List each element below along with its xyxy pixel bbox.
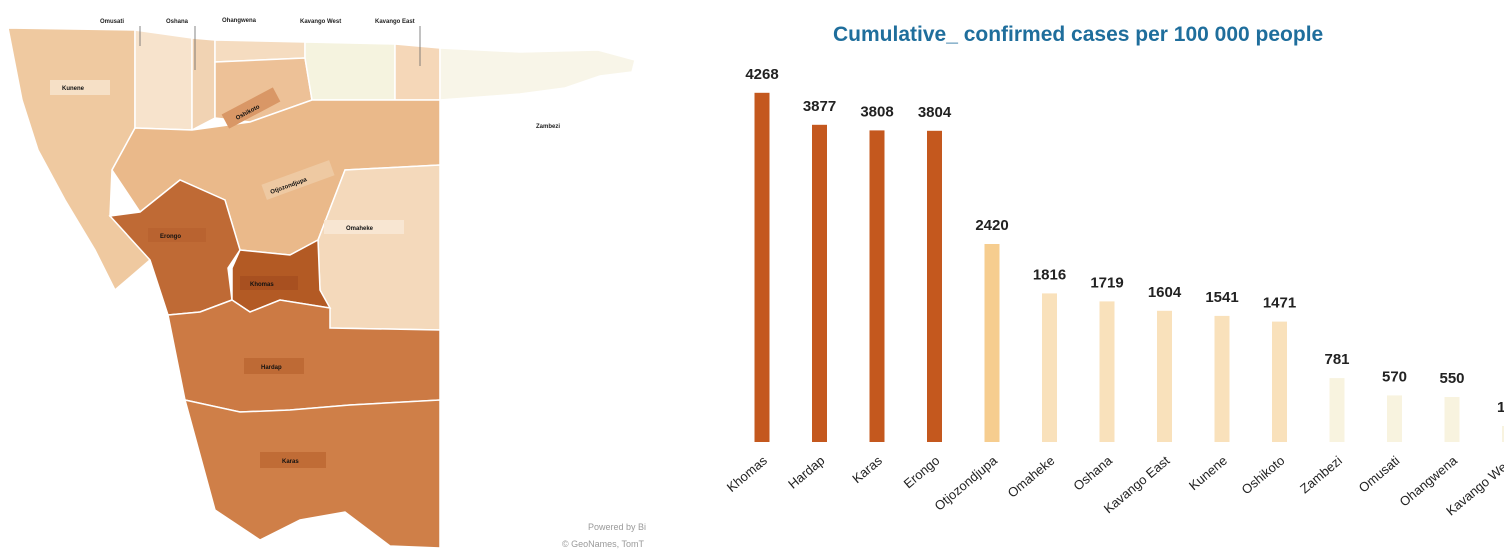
map-region-omusati: [135, 30, 192, 130]
bar-value-label-2: 3808: [860, 103, 893, 120]
map-label-ohangwena: Ohangwena: [222, 18, 257, 24]
bar-chart: Cumulative_ confirmed cases per 100 000 …: [700, 0, 1504, 553]
x-tick-label-0: Khomas: [724, 452, 771, 494]
map-label-omusati: Omusati: [100, 19, 124, 25]
bar-value-label-0: 4268: [745, 66, 778, 83]
bar-0: [755, 93, 770, 442]
map-tag-kunene: Kunene: [62, 86, 85, 92]
bar-chart-svg: Cumulative_ confirmed cases per 100 000 …: [700, 0, 1504, 553]
bar-12: [1445, 397, 1460, 442]
bar-value-label-10: 781: [1324, 351, 1349, 368]
bar-value-label-9: 1471: [1263, 295, 1296, 312]
bar-8: [1215, 316, 1230, 442]
x-tick-label-1: Hardap: [785, 453, 827, 492]
map-tag-zambezi: Zambezi: [536, 124, 560, 130]
map-tag-omaheke: Omaheke: [346, 226, 374, 232]
bar-10: [1330, 378, 1345, 442]
bar-value-label-6: 1719: [1090, 274, 1123, 291]
x-tick-label-11: Omusati: [1356, 453, 1403, 496]
bar-value-label-7: 1604: [1148, 284, 1182, 301]
x-tick-label-4: Otjozondjupa: [932, 452, 1001, 513]
x-tick-label-6: Oshana: [1070, 452, 1115, 493]
bar-value-label-1: 3877: [803, 98, 836, 115]
bar-11: [1387, 395, 1402, 442]
map-region-kavango-east: [395, 44, 440, 100]
bar-5: [1042, 293, 1057, 442]
map-label-oshana: Oshana: [166, 19, 189, 25]
map-tag-khomas: Khomas: [250, 282, 274, 288]
map-region-kavango-west: [305, 42, 395, 100]
x-tick-label-8: Kunene: [1186, 453, 1230, 493]
map-tag-erongo: Erongo: [160, 234, 181, 240]
x-tick-label-10: Zambezi: [1297, 453, 1345, 497]
bar-value-label-4: 2420: [975, 217, 1008, 234]
bar-2: [870, 130, 885, 442]
map-label-kavango-east: Kavango East: [375, 19, 415, 25]
value-labels-layer: 4268 3877 3808 3804 2420 1816 1719 1604 1541 1471…: [745, 66, 1504, 416]
choropleth-map: Omusati Oshana Ohangwena Kavango West Ka…: [0, 0, 690, 553]
namibia-map: Omusati Oshana Ohangwena Kavango West Ka…: [0, 0, 690, 553]
bar-7: [1157, 311, 1172, 442]
chart-title: Cumulative_ confirmed cases per 100 000 …: [833, 23, 1323, 46]
bar-value-label-13: 196: [1497, 399, 1504, 416]
bar-1: [812, 125, 827, 442]
map-region-zambezi: [440, 48, 635, 100]
bar-value-label-12: 550: [1439, 370, 1464, 387]
bar-3: [927, 131, 942, 442]
x-tick-label-2: Karas: [849, 452, 885, 486]
x-tick-label-9: Oshikoto: [1238, 453, 1287, 497]
x-tick-label-5: Omaheke: [1005, 453, 1058, 501]
bar-9: [1272, 322, 1287, 442]
bar-4: [985, 244, 1000, 442]
map-credit-powered-by: Powered by Bi: [588, 522, 646, 532]
bars-layer: [755, 93, 1504, 442]
map-region-karas: [185, 400, 440, 548]
map-tag-hardap: Hardap: [261, 365, 282, 371]
bar-6: [1100, 301, 1115, 442]
bar-value-label-3: 3804: [918, 104, 952, 121]
map-label-kavango-west: Kavango West: [300, 19, 341, 25]
bar-value-label-11: 570: [1382, 368, 1407, 385]
map-tag-karas: Karas: [282, 459, 299, 465]
map-region-oshana: [192, 38, 215, 130]
map-credit-geonames: © GeoNames, TomT: [562, 539, 644, 549]
x-tick-label-3: Erongo: [901, 453, 943, 491]
bar-value-label-5: 1816: [1033, 266, 1066, 283]
bar-value-label-8: 1541: [1205, 289, 1238, 306]
